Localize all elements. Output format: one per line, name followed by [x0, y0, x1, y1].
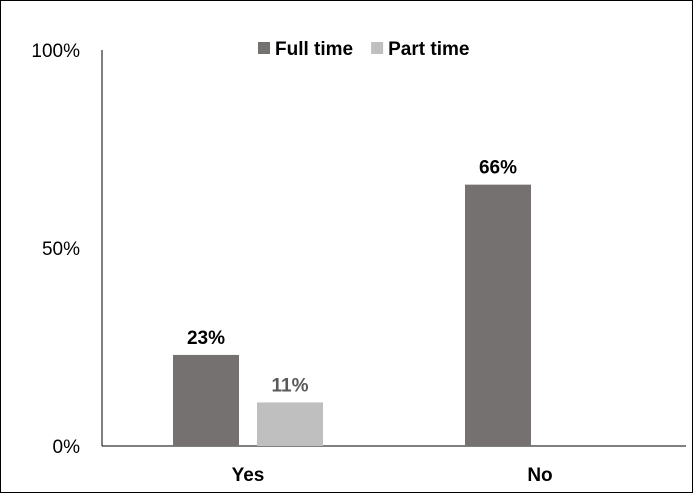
bar-part-time-yes — [257, 402, 323, 446]
legend: Full time Part time — [258, 39, 469, 60]
bar-full-time-no — [465, 184, 531, 446]
y-tick-label: 0% — [53, 437, 81, 458]
data-label: 23% — [187, 328, 225, 349]
axes: 0% 50% 100% — [31, 41, 686, 458]
bars — [173, 184, 531, 446]
y-tick-label: 50% — [42, 239, 80, 260]
legend-swatch — [371, 42, 384, 54]
data-label: 11% — [272, 375, 309, 396]
bar-full-time-yes — [173, 354, 239, 446]
legend-label: Part time — [388, 39, 469, 60]
x-category-label: Yes — [232, 465, 265, 486]
y-tick-label: 100% — [31, 41, 80, 62]
legend-label: Full time — [275, 39, 353, 60]
legend-swatch — [258, 42, 270, 54]
x-category-label: No — [527, 465, 552, 486]
labels: 23% 11% Yes 66% No — [187, 158, 553, 486]
data-label: 66% — [479, 158, 517, 179]
